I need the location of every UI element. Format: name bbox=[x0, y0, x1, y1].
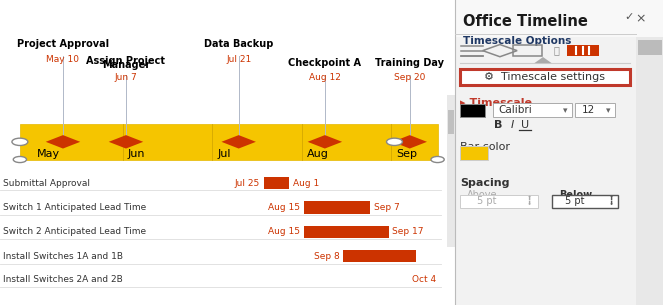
Text: Aug: Aug bbox=[307, 149, 329, 159]
Circle shape bbox=[431, 156, 444, 163]
Text: Aug 12: Aug 12 bbox=[309, 73, 341, 82]
Text: Timescale Options: Timescale Options bbox=[463, 36, 572, 46]
FancyBboxPatch shape bbox=[636, 0, 663, 305]
Text: Jul 21: Jul 21 bbox=[226, 55, 251, 64]
Text: Bar color: Bar color bbox=[460, 142, 510, 152]
Circle shape bbox=[12, 138, 28, 145]
FancyBboxPatch shape bbox=[460, 146, 488, 160]
Text: Jul: Jul bbox=[217, 149, 231, 159]
Text: Office Timeline: Office Timeline bbox=[463, 14, 588, 29]
Text: 12: 12 bbox=[581, 105, 595, 115]
FancyBboxPatch shape bbox=[448, 110, 454, 134]
Text: ⛓: ⛓ bbox=[554, 46, 559, 56]
Text: Above: Above bbox=[467, 190, 497, 200]
Text: Aug 15: Aug 15 bbox=[268, 227, 300, 236]
Text: ▾: ▾ bbox=[607, 106, 611, 115]
Text: Sep 8: Sep 8 bbox=[314, 252, 339, 261]
Text: Checkpoint A: Checkpoint A bbox=[288, 58, 361, 68]
FancyBboxPatch shape bbox=[460, 195, 538, 208]
Text: U: U bbox=[521, 120, 529, 130]
FancyBboxPatch shape bbox=[552, 195, 618, 208]
Text: Assign Project: Assign Project bbox=[86, 56, 166, 66]
Text: Below: Below bbox=[560, 190, 593, 200]
Text: Sep 17: Sep 17 bbox=[392, 227, 424, 236]
Text: Training Day: Training Day bbox=[375, 58, 444, 68]
FancyBboxPatch shape bbox=[0, 0, 455, 305]
Text: Switch 1 Anticipated Lead Time: Switch 1 Anticipated Lead Time bbox=[3, 203, 146, 212]
Circle shape bbox=[387, 138, 402, 145]
Text: Aug 1: Aug 1 bbox=[293, 178, 320, 188]
FancyBboxPatch shape bbox=[447, 95, 455, 247]
FancyBboxPatch shape bbox=[304, 201, 370, 214]
Text: Install Switches 2A and 2B: Install Switches 2A and 2B bbox=[3, 275, 123, 285]
Text: ✓: ✓ bbox=[624, 12, 633, 22]
Polygon shape bbox=[46, 135, 80, 149]
Text: Sep: Sep bbox=[396, 149, 418, 159]
FancyBboxPatch shape bbox=[343, 250, 416, 262]
Text: Calibri: Calibri bbox=[499, 105, 532, 115]
Text: B: B bbox=[495, 120, 503, 130]
Text: I: I bbox=[511, 120, 513, 130]
Text: Manager: Manager bbox=[102, 60, 150, 70]
FancyBboxPatch shape bbox=[264, 177, 289, 189]
Text: May 10: May 10 bbox=[46, 55, 80, 64]
Text: ⚙  Timescale settings: ⚙ Timescale settings bbox=[485, 72, 605, 82]
Text: Sep 20: Sep 20 bbox=[394, 73, 426, 82]
Text: Submittal Approval: Submittal Approval bbox=[3, 178, 90, 188]
FancyBboxPatch shape bbox=[455, 0, 663, 305]
FancyBboxPatch shape bbox=[460, 69, 630, 85]
Text: Sep 7: Sep 7 bbox=[374, 203, 400, 212]
Circle shape bbox=[13, 156, 27, 163]
Polygon shape bbox=[534, 57, 552, 63]
Text: Aug 15: Aug 15 bbox=[268, 203, 300, 212]
Text: ▾: ▾ bbox=[563, 106, 567, 115]
FancyBboxPatch shape bbox=[638, 40, 662, 55]
Text: Project Approval: Project Approval bbox=[17, 39, 109, 49]
Polygon shape bbox=[308, 135, 342, 149]
Text: ▸ Timescale: ▸ Timescale bbox=[460, 98, 532, 108]
Text: ⬆
⬇: ⬆ ⬇ bbox=[527, 196, 532, 206]
FancyBboxPatch shape bbox=[460, 104, 485, 117]
FancyBboxPatch shape bbox=[20, 124, 438, 160]
Text: ×: × bbox=[635, 12, 646, 25]
Polygon shape bbox=[109, 135, 143, 149]
Text: Data Backup: Data Backup bbox=[204, 39, 273, 49]
Text: Install Switches 1A and 1B: Install Switches 1A and 1B bbox=[3, 252, 123, 261]
Text: Switch 2 Anticipated Lead Time: Switch 2 Anticipated Lead Time bbox=[3, 227, 146, 236]
Text: 5 pt: 5 pt bbox=[477, 196, 496, 206]
FancyBboxPatch shape bbox=[567, 45, 599, 56]
Text: 5 pt: 5 pt bbox=[565, 196, 584, 206]
Text: Jun: Jun bbox=[128, 149, 145, 159]
Polygon shape bbox=[392, 135, 427, 149]
FancyBboxPatch shape bbox=[455, 0, 663, 37]
FancyBboxPatch shape bbox=[493, 103, 572, 117]
Text: May: May bbox=[37, 149, 60, 159]
Text: Spacing: Spacing bbox=[460, 178, 510, 188]
FancyBboxPatch shape bbox=[304, 226, 389, 238]
FancyBboxPatch shape bbox=[575, 103, 615, 117]
Text: Jun 7: Jun 7 bbox=[115, 73, 137, 82]
Text: ⬆
⬇: ⬆ ⬇ bbox=[609, 196, 614, 206]
Text: Jul 25: Jul 25 bbox=[235, 178, 260, 188]
Text: Oct 4: Oct 4 bbox=[412, 275, 436, 285]
Polygon shape bbox=[221, 135, 256, 149]
